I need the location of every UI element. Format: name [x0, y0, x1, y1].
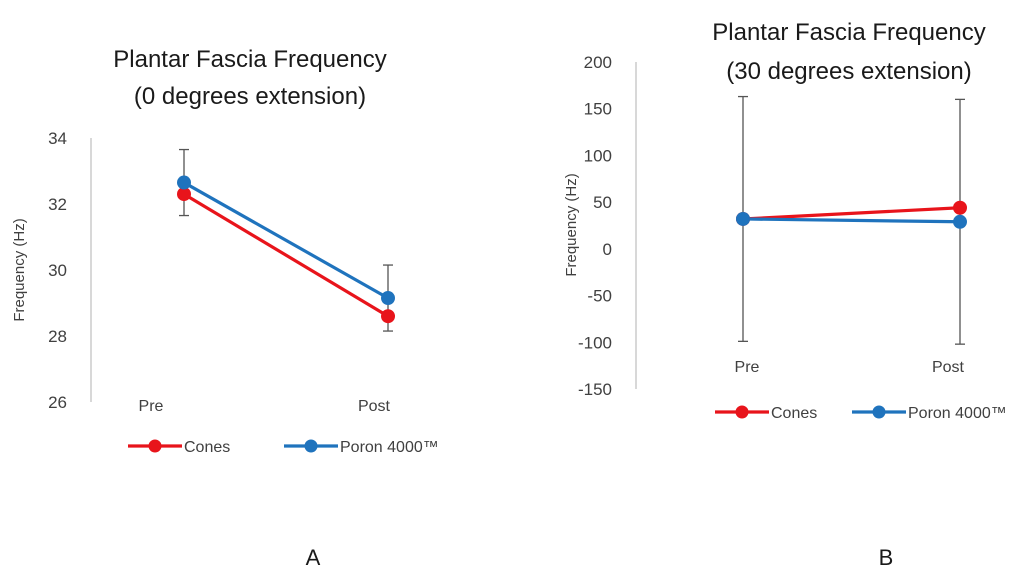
chart-a-x-category-label: Pre — [139, 398, 164, 415]
chart-b-subtitle: (30 degrees extension) — [726, 58, 971, 85]
chart-a: Plantar Fascia Frequency (0 degrees exte… — [11, 46, 439, 570]
chart-a-series-line-0 — [183, 192, 389, 318]
chart-b-y-tick-label: -100 — [578, 333, 612, 352]
panel-label-b: B — [879, 545, 894, 570]
chart-a-y-tick-label: 30 — [48, 261, 67, 280]
chart-a-y-ticks: 26 28 30 32 34 — [48, 129, 67, 412]
chart-b-data-point-0 — [953, 200, 967, 215]
chart-b-y-tick-label: 150 — [584, 100, 612, 119]
chart-b-y-axis-label: Frequency (Hz) — [563, 173, 580, 276]
chart-b-x-category-label: Pre — [735, 359, 760, 376]
chart-b-y-tick-label: 50 — [593, 193, 612, 212]
chart-a-y-tick-label: 28 — [48, 327, 67, 346]
chart-b-data-point-1 — [736, 211, 750, 226]
chart-a-series-lines — [183, 181, 389, 318]
chart-b-points — [736, 200, 967, 229]
chart-a-legend-swatch-marker — [304, 439, 318, 453]
chart-b-x-category-label: Post — [932, 359, 965, 376]
chart-a-series-line-1 — [183, 181, 389, 300]
chart-b-y-tick-label: 100 — [584, 146, 612, 165]
chart-a-y-axis-label: Frequency (Hz) — [11, 218, 28, 321]
chart-a-x-categories: Pre Post — [139, 398, 391, 415]
chart-b-legend-label: Poron 4000™ — [908, 405, 1007, 422]
chart-b-title: Plantar Fascia Frequency — [712, 19, 985, 46]
chart-b-series-line-0 — [742, 206, 961, 221]
chart-b-data-point-1 — [953, 214, 967, 229]
chart-a-data-point-1 — [381, 291, 395, 306]
chart-b-y-tick-label: -50 — [587, 287, 612, 306]
panel-label-a: A — [306, 545, 321, 570]
chart-b-x-categories: Pre Post — [735, 359, 965, 376]
chart-b-y-tick-label: 200 — [584, 53, 612, 72]
chart-a-legend-label: Cones — [184, 439, 230, 456]
chart-a-legend: Cones Poron 4000™ — [128, 439, 439, 456]
chart-b-legend: Cones Poron 4000™ — [715, 405, 1007, 422]
chart-b-legend-label: Cones — [771, 405, 817, 422]
chart-a-legend-label: Poron 4000™ — [340, 439, 439, 456]
chart-b-legend-swatch-marker — [735, 405, 749, 419]
chart-a-title: Plantar Fascia Frequency — [113, 46, 386, 73]
chart-b-series-lines — [742, 206, 961, 224]
chart-a-y-tick-label: 32 — [48, 195, 67, 214]
chart-a-legend-swatch-marker — [148, 439, 162, 453]
chart-b-y-tick-label: -150 — [578, 380, 612, 399]
chart-b-legend-swatch-marker — [872, 405, 886, 419]
chart-b: Plantar Fascia Frequency (30 degrees ext… — [563, 19, 1007, 570]
chart-a-x-category-label: Post — [358, 398, 391, 415]
chart-a-data-point-0 — [177, 187, 191, 202]
chart-a-y-tick-label: 26 — [48, 393, 67, 412]
chart-a-data-point-1 — [177, 175, 191, 190]
chart-a-points — [177, 175, 395, 324]
chart-a-y-tick-label: 34 — [48, 129, 67, 148]
chart-b-y-tick-label: 0 — [603, 240, 612, 259]
chart-b-series-line-1 — [742, 217, 961, 224]
chart-b-y-ticks: -150 -100 -50 0 50 100 150 200 — [578, 53, 612, 399]
chart-a-subtitle: (0 degrees extension) — [134, 83, 366, 110]
chart-a-data-point-0 — [381, 309, 395, 324]
